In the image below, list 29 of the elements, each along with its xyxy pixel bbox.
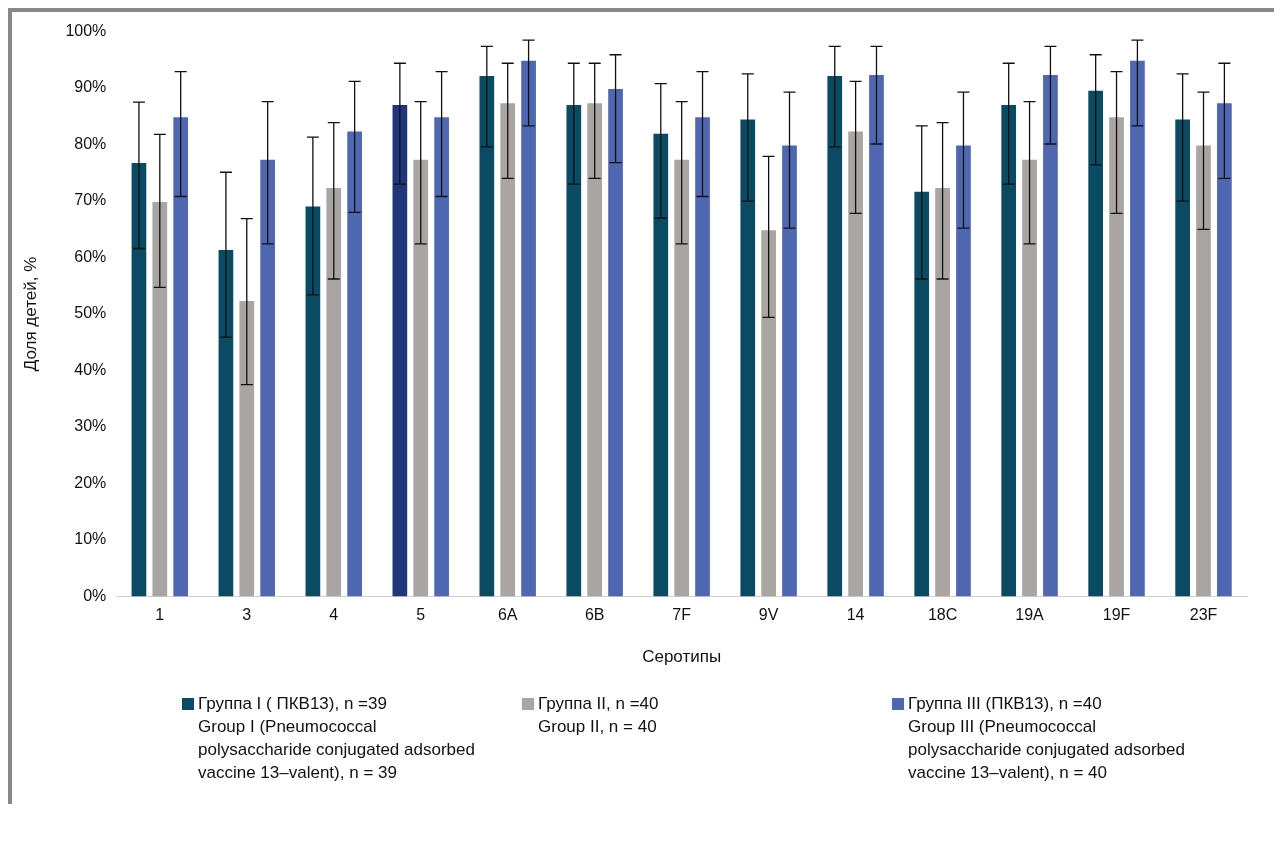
x-tick-label: 19F xyxy=(1102,606,1131,624)
x-tick-label: 9V xyxy=(758,606,779,624)
x-tick-label: 5 xyxy=(416,606,426,624)
x-tick-label: 14 xyxy=(846,606,865,624)
y-tick-label: 0% xyxy=(83,586,107,604)
x-tick-label: 7F xyxy=(672,606,692,624)
y-tick-label: 20% xyxy=(74,473,107,491)
legend-label: Группа III (ПКВ13), n =40 Group III (Pneumococcal polysaccharide conjugated adsorbed vaccine 13–valent), n = 40 xyxy=(908,693,1186,784)
x-tick-label: 3 xyxy=(242,606,252,624)
x-tick-label: 18C xyxy=(927,606,958,624)
x-tick-label: 4 xyxy=(329,606,339,624)
y-tick-label: 40% xyxy=(74,360,107,378)
y-tick-label: 90% xyxy=(74,78,107,96)
legend-label: Группа I ( ПКВ13), n =39 Group I (Pneumococcal polysaccharide conjugated adsorbed vaccine 13–valent), n = 39 xyxy=(198,693,476,784)
y-tick-label: 10% xyxy=(74,530,107,548)
x-tick-label: 6B xyxy=(584,606,605,624)
y-tick-label: 80% xyxy=(74,134,107,152)
y-tick-label: 50% xyxy=(74,304,107,322)
y-axis-title: Доля детей, % xyxy=(20,256,40,372)
y-tick-label: 100% xyxy=(65,22,107,40)
y-tick-label: 70% xyxy=(74,191,107,209)
x-tick-label: 23F xyxy=(1189,606,1218,624)
x-tick-label: 1 xyxy=(155,606,165,624)
y-tick-label: 60% xyxy=(74,247,107,265)
x-tick-label: 19A xyxy=(1015,606,1045,624)
legend-label: Группа II, n =40 Group II, n = 40 xyxy=(538,693,659,738)
y-tick-label: 30% xyxy=(74,417,107,435)
x-axis-title: Серотипы xyxy=(642,647,722,667)
x-tick-label: 6A xyxy=(497,606,518,624)
